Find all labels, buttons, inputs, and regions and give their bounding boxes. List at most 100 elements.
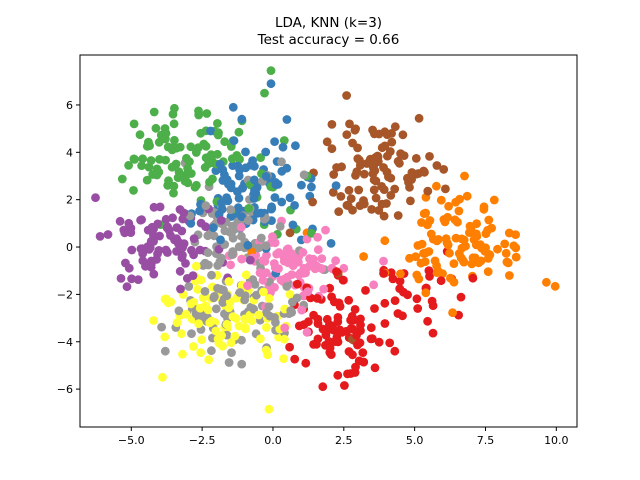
scatter-point-cluster-red bbox=[322, 314, 332, 324]
scatter-point-cluster-gray bbox=[235, 288, 245, 297]
scatter-point-cluster-orange bbox=[412, 270, 422, 280]
scatter-point-cluster-red bbox=[312, 294, 322, 303]
scatter-point-cluster-red bbox=[332, 267, 341, 276]
scatter-point-cluster-pink bbox=[294, 257, 303, 267]
scatter-point-cluster-orange bbox=[484, 215, 494, 225]
x-axis-ticks: −5.0 −2.5 0.0 2.5 5.0 7.5 10.0 bbox=[118, 427, 569, 447]
scatter-point-cluster-gray bbox=[277, 157, 286, 167]
scatter-point-cluster-green bbox=[124, 161, 133, 170]
scatter-point-cluster-brown bbox=[441, 184, 450, 194]
scatter-point-cluster-red bbox=[338, 275, 348, 285]
scatter-point-cluster-red bbox=[340, 381, 349, 390]
scatter-point-cluster-orange bbox=[413, 241, 423, 250]
scatter-point-cluster-green bbox=[194, 106, 203, 116]
scatter-point-cluster-green bbox=[190, 182, 200, 192]
scatter-point-cluster-red bbox=[385, 338, 395, 348]
scatter-point-cluster-orange bbox=[472, 229, 481, 239]
scatter-point-cluster-red bbox=[290, 354, 300, 364]
scatter-point-cluster-blue bbox=[270, 137, 279, 147]
scatter-point-cluster-brown bbox=[373, 151, 382, 161]
scatter-point-cluster-gray bbox=[237, 231, 246, 241]
scatter-point-cluster-gray bbox=[256, 233, 266, 243]
scatter-point-cluster-brown bbox=[420, 167, 429, 177]
scatter-point-cluster-orange bbox=[485, 250, 495, 260]
scatter-point-cluster-green bbox=[168, 109, 178, 119]
chart-title-line2: Test accuracy = 0.66 bbox=[257, 32, 400, 48]
scatter-point-cluster-green bbox=[201, 153, 211, 163]
scatter-point-cluster-orange bbox=[416, 258, 426, 268]
scatter-point-cluster-orange bbox=[468, 253, 478, 263]
scatter-point-cluster-orange bbox=[481, 243, 490, 253]
scatter-point-cluster-yellow bbox=[264, 404, 274, 414]
scatter-point-cluster-purple bbox=[116, 274, 126, 283]
scatter-point-cluster-red bbox=[374, 337, 384, 347]
scatter-point-cluster-brown bbox=[390, 122, 400, 132]
scatter-point-cluster-pink bbox=[331, 256, 340, 266]
scatter-point-cluster-blue bbox=[211, 166, 221, 176]
scatter-point-cluster-purple bbox=[176, 284, 185, 294]
scatter-point-cluster-brown bbox=[369, 185, 379, 195]
scatter-point-cluster-orange bbox=[419, 249, 428, 258]
scatter-point-cluster-brown bbox=[370, 166, 380, 176]
scatter-point-cluster-blue bbox=[261, 147, 271, 157]
scatter-point-cluster-purple bbox=[124, 263, 134, 273]
scatter-point-cluster-orange bbox=[456, 253, 466, 262]
scatter-point-cluster-blue bbox=[233, 161, 243, 171]
scatter-point-cluster-green bbox=[205, 177, 214, 187]
scatter-point-cluster-purple bbox=[188, 271, 198, 280]
scatter-point-cluster-orange bbox=[436, 195, 446, 205]
scatter-point-cluster-purple bbox=[95, 232, 105, 241]
scatter-point-cluster-red bbox=[390, 296, 400, 305]
scatter-point-cluster-pink bbox=[308, 254, 318, 264]
scatter-point-cluster-green bbox=[137, 161, 147, 171]
scatter-point-cluster-brown bbox=[327, 120, 337, 129]
scatter-point-cluster-blue bbox=[233, 203, 243, 213]
scatter-point-cluster-yellow bbox=[222, 319, 232, 329]
scatter-point-cluster-blue bbox=[277, 166, 287, 176]
scatter-point-cluster-yellow bbox=[256, 334, 265, 344]
scatter-point-cluster-red bbox=[285, 342, 294, 352]
scatter-point-cluster-yellow bbox=[230, 331, 240, 341]
scatter-point-cluster-green bbox=[213, 119, 222, 128]
scatter-point-cluster-pink bbox=[317, 254, 327, 263]
scatter-point-cluster-green bbox=[185, 157, 194, 167]
scatter-point-cluster-green bbox=[129, 119, 139, 129]
scatter-point-cluster-purple bbox=[187, 245, 196, 255]
scatter-point-cluster-gray bbox=[184, 282, 194, 291]
scatter-point-cluster-purple bbox=[146, 256, 156, 266]
scatter-point-cluster-gray bbox=[287, 308, 297, 317]
scatter-point-cluster-brown bbox=[342, 91, 351, 100]
scatter-point-cluster-purple bbox=[195, 245, 205, 255]
y-tick-label: −2 bbox=[57, 288, 73, 301]
scatter-point-cluster-pink bbox=[255, 268, 265, 278]
scatter-point-cluster-gray bbox=[227, 250, 237, 260]
scatter-point-cluster-blue bbox=[282, 115, 292, 124]
scatter-point-cluster-orange bbox=[454, 206, 464, 216]
scatter-point-cluster-gray bbox=[249, 304, 259, 314]
scatter-point-cluster-orange bbox=[505, 271, 514, 280]
scatter-point-cluster-orange bbox=[396, 269, 405, 279]
scatter-point-cluster-blue bbox=[297, 180, 306, 190]
scatter-point-cluster-blue bbox=[271, 180, 281, 190]
scatter-point-cluster-gray bbox=[210, 292, 219, 301]
scatter-point-cluster-brown bbox=[423, 186, 433, 196]
scatter-point-cluster-yellow bbox=[205, 318, 215, 328]
scatter-point-cluster-green bbox=[149, 107, 159, 117]
scatter-point-cluster-gray bbox=[237, 359, 247, 369]
scatter-point-cluster-orange bbox=[466, 224, 476, 233]
scatter-point-cluster-red bbox=[304, 317, 313, 327]
scatter-point-cluster-yellow bbox=[254, 310, 264, 320]
scatter-point-cluster-purple bbox=[136, 244, 146, 254]
scatter-point-cluster-purple bbox=[124, 218, 134, 228]
scatter-point-cluster-gray bbox=[187, 329, 196, 338]
scatter-point-cluster-pink bbox=[261, 268, 271, 278]
scatter-point-cluster-brown bbox=[432, 161, 442, 170]
scatter-point-cluster-purple bbox=[144, 245, 154, 254]
scatter-point-cluster-purple bbox=[245, 255, 255, 265]
scatter-point-cluster-green bbox=[138, 154, 148, 164]
scatter-point-cluster-pink bbox=[270, 263, 280, 273]
scatter-point-cluster-red bbox=[318, 382, 328, 392]
scatter-point-cluster-green bbox=[169, 119, 179, 129]
scatter-point-cluster-pink bbox=[243, 281, 253, 290]
scatter-point-cluster-orange bbox=[457, 234, 467, 244]
